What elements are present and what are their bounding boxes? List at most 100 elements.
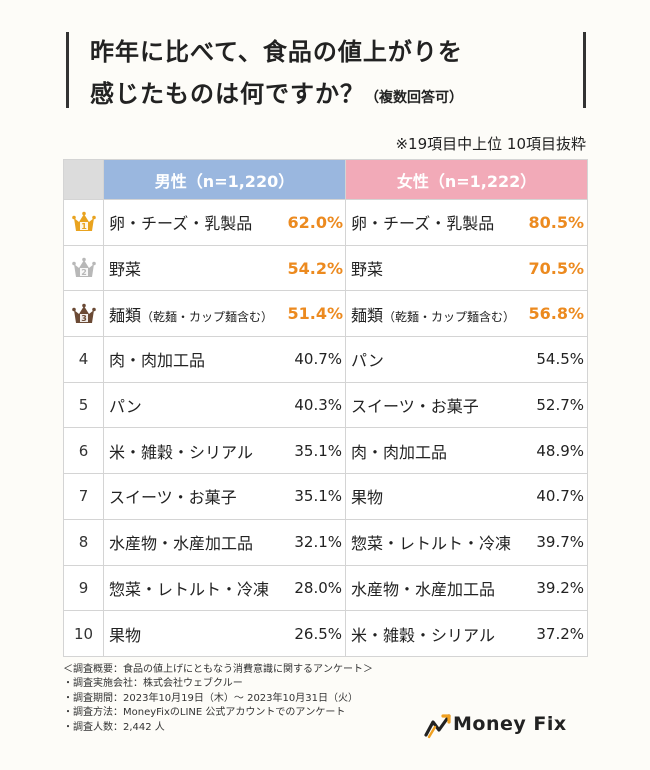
female-item: 水産物・水産加工品 (345, 564, 528, 612)
female-item-text: 惣菜・レトルト・冷凍 (351, 534, 512, 554)
female-value: 56.8% (527, 290, 589, 338)
table-row: 4 肉・肉加工品 40.7% パン 54.5% (63, 336, 589, 383)
male-item: 惣菜・レトルト・冷凍 (103, 564, 288, 612)
crown-2-icon: 2 (71, 257, 96, 278)
rank-cell: 6 (63, 427, 104, 475)
rank-number: 6 (78, 441, 89, 460)
male-item-note: （乾麺・カップ麺含む） (141, 309, 274, 324)
male-item-text: スイーツ・お菓子 (109, 488, 237, 508)
female-value: 39.7% (527, 518, 589, 566)
male-item-text: 惣菜・レトルト・冷凍 (109, 579, 270, 599)
crown-3-icon: 3 (71, 303, 96, 323)
table-row: 7 スイーツ・お菓子 35.1% 果物 40.7% (63, 473, 589, 520)
crown-1-number: 1 (81, 222, 87, 231)
rank-number: 10 (73, 624, 94, 643)
header-blank-cell (63, 159, 104, 200)
female-value: 40.7% (527, 473, 589, 520)
male-item-text: 果物 (109, 625, 142, 645)
male-item: パン (103, 381, 288, 429)
rank-cell: 1 (63, 199, 104, 246)
male-item-text: 卵・チーズ・乳製品 (109, 214, 253, 234)
male-item-text: 野菜 (109, 260, 142, 280)
table-row: 2 野菜 54.2% 野菜 70.5% (63, 244, 589, 292)
table-row: 5 パン 40.3% スイーツ・お菓子 52.7% (63, 381, 589, 429)
male-item: 米・雑穀・シリアル (103, 427, 288, 475)
female-item-text: 米・雑穀・シリアル (351, 625, 496, 645)
footer-line: ・調査方法：MoneyFixのLINE 公式アカウントでのアンケート (63, 707, 346, 719)
female-value: 80.5% (527, 199, 589, 246)
female-item: 野菜 (345, 244, 528, 292)
male-item: 麺類（乾麺・カップ麺含む） (103, 290, 288, 338)
female-item-text: 肉・肉加工品 (351, 442, 448, 462)
note-text: ※19項目中上位 10項目抜粋 (395, 135, 586, 153)
male-value: 62.0% (287, 199, 347, 246)
crown-1-icon: 1 (71, 212, 96, 232)
ranking-table: 男性（n=1,220） 女性（n=1,222） 1 卵・チーズ・乳製品 62.0% 卵… (63, 159, 589, 657)
table-row: 3 麺類（乾麺・カップ麺含む） 51.4% 麺類（乾麺・カップ麺含む） 56.8% (63, 290, 589, 338)
female-item: 肉・肉加工品 (345, 427, 528, 475)
male-item: 水産物・水産加工品 (103, 518, 288, 566)
female-item-text: 卵・チーズ・乳製品 (351, 214, 495, 234)
male-item-text: 麺類 (109, 305, 142, 325)
female-item-text: 麺類 (351, 305, 384, 325)
rank-number: 7 (78, 487, 89, 506)
male-item: 野菜 (103, 244, 288, 292)
female-item: スイーツ・お菓子 (345, 381, 528, 429)
male-item-text: 水産物・水産加工品 (109, 534, 254, 554)
male-item: 果物 (103, 610, 288, 657)
male-item-text: 肉・肉加工品 (109, 351, 206, 371)
male-item: スイーツ・お菓子 (103, 473, 288, 520)
male-value: 32.1% (287, 518, 347, 566)
page-title-line1: 昨年に比べて、食品の値上がりを (90, 38, 463, 66)
moneyfix-chart-logo-icon (424, 714, 451, 739)
female-value: 70.5% (527, 244, 589, 292)
page-title-line2-text: 感じたものは何ですか？ (90, 80, 365, 108)
male-item-text: パン (109, 397, 142, 417)
rank-number: 8 (78, 533, 89, 552)
page-title-line2: 感じたものは何ですか？（複数回答可） (90, 74, 463, 109)
female-item: 卵・チーズ・乳製品 (345, 199, 528, 246)
table-row: 9 惣菜・レトルト・冷凍 28.0% 水産物・水産加工品 39.2% (63, 564, 589, 612)
female-item: 果物 (345, 473, 528, 520)
logo-text: Money Fix (453, 713, 567, 735)
male-value: 40.3% (287, 381, 347, 429)
footer-line: ＜調査概要：食品の値上げにともなう消費意識に関するアンケート＞ (63, 664, 373, 675)
female-item-text: 水産物・水産加工品 (351, 579, 496, 599)
female-item-text: スイーツ・お菓子 (351, 397, 479, 417)
male-value: 54.2% (287, 244, 347, 292)
male-value: 51.4% (287, 290, 347, 338)
crown-2-number: 2 (81, 268, 87, 277)
footer-line: ・調査期間：2023年10月19日（木）～ 2023年10月31日（火） (63, 692, 358, 704)
female-value: 48.9% (527, 427, 589, 475)
crown-3-number: 3 (81, 314, 87, 323)
female-item: 麺類（乾麺・カップ麺含む） (345, 290, 528, 338)
rank-cell: 8 (63, 518, 104, 566)
rank-number: 9 (78, 578, 89, 597)
female-value: 37.2% (527, 610, 589, 657)
table-row: 10 果物 26.5% 米・雑穀・シリアル 37.2% (63, 610, 589, 657)
table-header-row: 男性（n=1,220） 女性（n=1,222） (63, 159, 589, 200)
male-value: 35.1% (287, 427, 347, 475)
male-value: 28.0% (287, 564, 347, 612)
footer-line: ・調査人数：2,442 人 (63, 721, 165, 733)
rank-number: 5 (78, 396, 89, 415)
rank-cell: 7 (63, 473, 104, 520)
rank-cell: 9 (63, 564, 104, 612)
female-item-note: （乾麺・カップ麺含む） (383, 309, 516, 324)
table-row: 6 米・雑穀・シリアル 35.1% 肉・肉加工品 48.9% (63, 427, 589, 475)
male-item-text: 米・雑穀・シリアル (109, 442, 254, 462)
male-value: 26.5% (287, 610, 347, 657)
female-item: 米・雑穀・シリアル (345, 610, 528, 657)
male-item: 肉・肉加工品 (103, 336, 288, 383)
footer-line: ・調査実施会社：株式会社ウェブクルー (63, 678, 243, 690)
rank-number: 4 (78, 350, 89, 369)
female-value: 54.5% (527, 336, 589, 383)
female-item-text: パン (351, 351, 384, 371)
male-value: 40.7% (287, 336, 347, 383)
female-item: パン (345, 336, 528, 383)
rank-cell: 3 (63, 290, 104, 338)
title-block: 昨年に比べて、食品の値上がりを 感じたものは何ですか？（複数回答可） (66, 30, 586, 110)
female-value: 52.7% (527, 381, 589, 429)
female-item-text: 野菜 (351, 260, 384, 280)
male-item: 卵・チーズ・乳製品 (103, 199, 288, 246)
